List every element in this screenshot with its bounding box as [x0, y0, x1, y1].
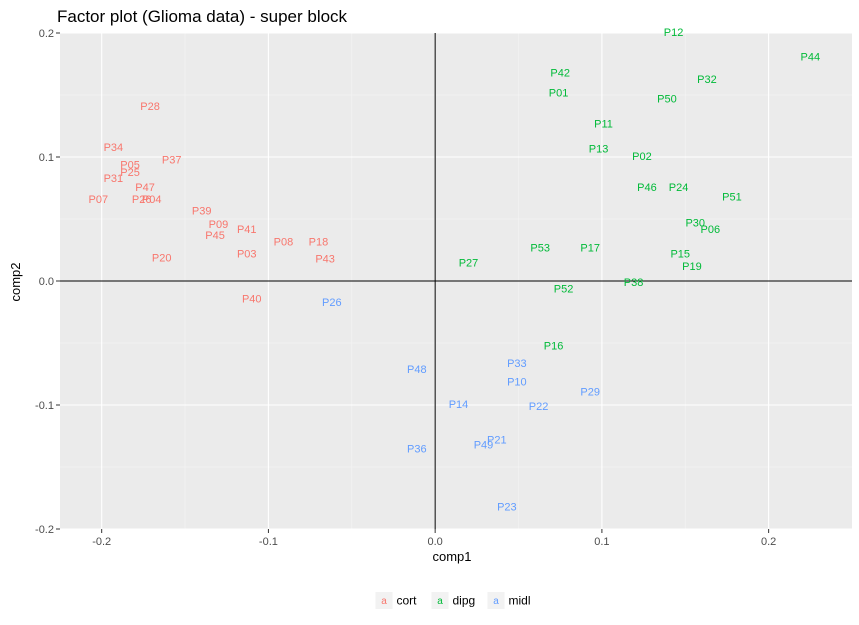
point-label-midl: P14	[449, 399, 469, 411]
point-label-dipg: P32	[697, 74, 717, 86]
legend-glyph-midl: a	[493, 596, 499, 607]
legend-label-cort: cort	[397, 594, 418, 608]
point-label-dipg: P42	[550, 68, 570, 80]
point-label-dipg: P13	[589, 143, 609, 155]
x-tick-label: -0.1	[259, 536, 278, 548]
legend-glyph-cort: a	[381, 596, 387, 607]
point-label-cort: P09	[209, 219, 229, 231]
legend: a cort a dipg a midl	[375, 592, 531, 609]
point-label-midl: P33	[507, 358, 527, 370]
point-label-dipg: P44	[801, 52, 821, 64]
point-label-midl: P36	[407, 443, 427, 455]
point-label-midl: P21	[487, 435, 507, 447]
point-label-dipg: P46	[637, 182, 657, 194]
point-label-cort: P34	[104, 142, 124, 154]
y-tick-label: -0.2	[35, 524, 54, 536]
point-label-midl: P49	[474, 440, 494, 452]
point-label-cort: P31	[104, 173, 124, 185]
point-label-dipg: P15	[670, 249, 690, 261]
point-label-cort: P28	[140, 101, 160, 113]
x-tick-label: 0.2	[761, 536, 776, 548]
point-label-midl: P29	[580, 386, 600, 398]
x-tick-label: -0.2	[92, 536, 111, 548]
point-label-cort: P39	[192, 205, 212, 217]
point-label-dipg: P38	[624, 277, 644, 289]
point-label-midl: P22	[529, 401, 549, 413]
point-label-midl: P48	[407, 364, 427, 376]
point-label-midl: P26	[322, 297, 342, 309]
point-label-cort: P41	[237, 224, 257, 236]
point-label-cort: P08	[274, 236, 294, 248]
legend-label-dipg: dipg	[453, 594, 476, 608]
point-label-dipg: P06	[700, 224, 720, 236]
y-tick-label: 0.1	[39, 152, 54, 164]
point-label-cort: P37	[162, 154, 182, 166]
y-axis-ticks: -0.2 -0.1 0.0 0.1 0.2	[35, 28, 60, 536]
y-tick-label: 0.0	[39, 276, 54, 288]
point-label-cort: P25	[120, 167, 140, 179]
point-label-dipg: P12	[664, 27, 684, 39]
point-label-cort: P45	[205, 230, 225, 242]
point-label-cort: P26	[132, 194, 152, 206]
point-label-dipg: P50	[657, 94, 677, 106]
point-label-cort: P18	[309, 236, 329, 248]
point-label-midl: P23	[497, 502, 517, 514]
point-label-dipg: P02	[632, 151, 652, 163]
x-axis-title: comp1	[432, 549, 471, 564]
point-label-midl: P10	[507, 376, 527, 388]
legend-glyph-dipg: a	[437, 596, 443, 607]
x-axis-ticks: -0.2 -0.1 0.0 0.1 0.2	[92, 529, 776, 548]
point-label-dipg: P01	[549, 88, 569, 100]
point-label-cort: P04	[142, 194, 162, 206]
point-label-cort: P07	[89, 194, 109, 206]
point-label-dipg: P24	[669, 182, 689, 194]
chart-title: Factor plot (Glioma data) - super block	[57, 7, 348, 26]
y-axis-title: comp2	[8, 262, 23, 301]
point-label-cort: P03	[237, 249, 257, 261]
y-tick-label: 0.2	[39, 28, 54, 40]
legend-key-midl	[487, 592, 505, 609]
point-label-cort: P47	[135, 182, 155, 194]
point-label-cort: P20	[152, 252, 172, 264]
point-label-dipg: P19	[682, 261, 702, 273]
point-label-cort: P43	[315, 254, 335, 266]
x-tick-label: 0.1	[594, 536, 609, 548]
point-label-cort: P05	[120, 159, 140, 171]
y-tick-label: -0.1	[35, 400, 54, 412]
point-label-dipg: P17	[580, 243, 600, 255]
point-label-dipg: P30	[685, 218, 705, 230]
reference-lines	[60, 33, 852, 529]
legend-label-midl: midl	[509, 594, 531, 608]
point-label-cort: P40	[242, 293, 262, 305]
point-label-dipg: P16	[544, 340, 564, 352]
point-label-dipg: P52	[554, 283, 574, 295]
point-label-dipg: P27	[459, 257, 479, 269]
point-label-dipg: P51	[722, 192, 742, 204]
legend-key-cort	[375, 592, 393, 609]
point-label-dipg: P53	[530, 243, 550, 255]
legend-key-dipg	[431, 592, 449, 609]
x-tick-label: 0.0	[428, 536, 443, 548]
point-label-dipg: P11	[594, 119, 613, 131]
